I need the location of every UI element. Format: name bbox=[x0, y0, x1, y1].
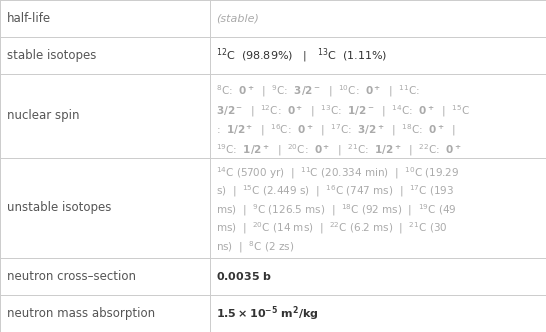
Text: ns)  |  $^8$C (2 zs): ns) | $^8$C (2 zs) bbox=[216, 239, 294, 255]
Text: s)  |  $^{15}$C (2.449 s)  |  $^{16}$C (747 ms)  |  $^{17}$C (193: s) | $^{15}$C (2.449 s) | $^{16}$C (747 … bbox=[216, 184, 454, 199]
Text: stable isotopes: stable isotopes bbox=[7, 49, 96, 62]
Text: $^8$C:  $\mathbf{0^+}$  |  $^9$C:  $\mathbf{3/2^-}$  |  $^{10}$C:  $\mathbf{0^+}: $^8$C: $\mathbf{0^+}$ | $^9$C: $\mathbf{… bbox=[216, 83, 420, 99]
Text: half-life: half-life bbox=[7, 12, 51, 25]
Text: $\mathbf{1.5 \times 10^{-5}\ m^2/kg}$: $\mathbf{1.5 \times 10^{-5}\ m^2/kg}$ bbox=[216, 304, 319, 323]
Text: ms)  |  $^9$C (126.5 ms)  |  $^{18}$C (92 ms)  |  $^{19}$C (49: ms) | $^9$C (126.5 ms) | $^{18}$C (92 ms… bbox=[216, 202, 457, 218]
Text: neutron mass absorption: neutron mass absorption bbox=[7, 307, 155, 320]
Text: ms)  |  $^{20}$C (14 ms)  |  $^{22}$C (6.2 ms)  |  $^{21}$C (30: ms) | $^{20}$C (14 ms) | $^{22}$C (6.2 m… bbox=[216, 220, 448, 236]
Text: $^{19}$C:  $\mathbf{1/2^+}$  |  $^{20}$C:  $\mathbf{0^+}$  |  $^{21}$C:  $\mathb: $^{19}$C: $\mathbf{1/2^+}$ | $^{20}$C: $… bbox=[216, 142, 462, 158]
Text: $\mathbf{3/2^-}$  |  $^{12}$C:  $\mathbf{0^+}$  |  $^{13}$C:  $\mathbf{1/2^-}$  : $\mathbf{3/2^-}$ | $^{12}$C: $\mathbf{0^… bbox=[216, 103, 471, 119]
Text: $^{14}$C (5700 yr)  |  $^{11}$C (20.334 min)  |  $^{10}$C (19.29: $^{14}$C (5700 yr) | $^{11}$C (20.334 mi… bbox=[216, 165, 459, 181]
Text: unstable isotopes: unstable isotopes bbox=[7, 202, 111, 214]
Text: :  $\mathbf{1/2^+}$  |  $^{16}$C:  $\mathbf{0^+}$  |  $^{17}$C:  $\mathbf{3/2^+}: : $\mathbf{1/2^+}$ | $^{16}$C: $\mathbf{… bbox=[216, 123, 456, 138]
Text: nuclear spin: nuclear spin bbox=[7, 110, 79, 123]
Text: $\mathbf{0.0035\ b}$: $\mathbf{0.0035\ b}$ bbox=[216, 271, 272, 283]
Text: neutron cross–section: neutron cross–section bbox=[7, 270, 135, 283]
Text: $^{12}$C  (98.89%)   |   $^{13}$C  (1.11%): $^{12}$C (98.89%) | $^{13}$C (1.11%) bbox=[216, 46, 388, 65]
Text: (stable): (stable) bbox=[216, 14, 259, 24]
